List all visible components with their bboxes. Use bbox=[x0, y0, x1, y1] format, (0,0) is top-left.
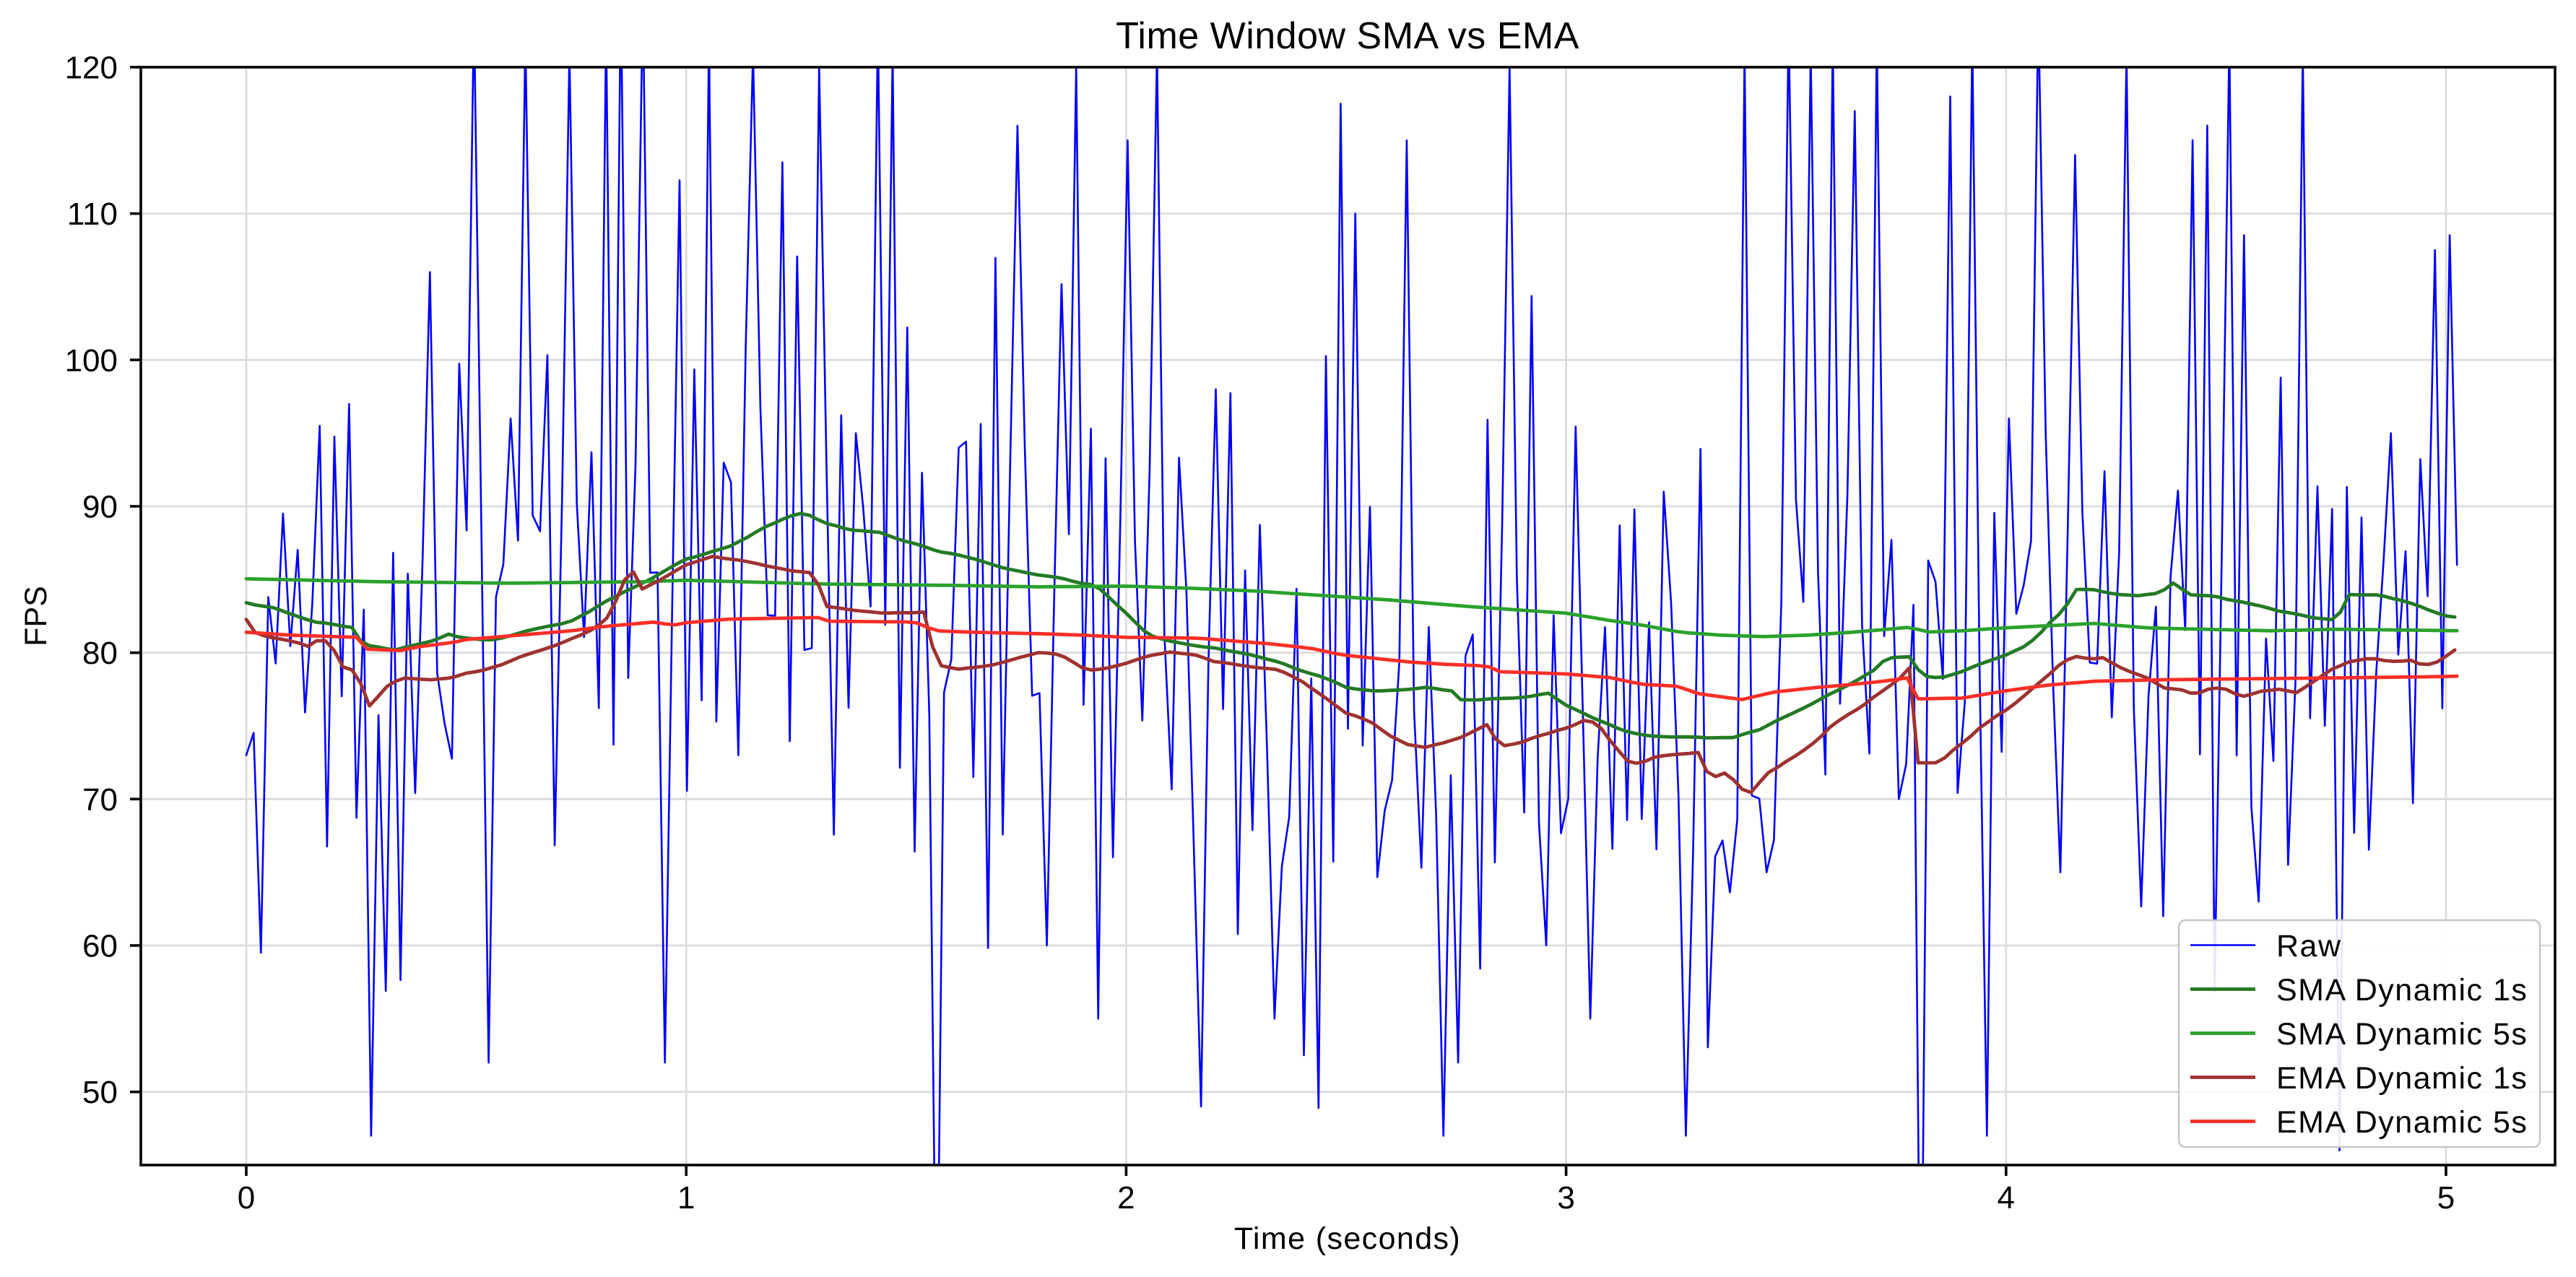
svg-text:50: 50 bbox=[82, 1075, 118, 1110]
svg-text:FPS: FPS bbox=[19, 586, 53, 646]
svg-text:SMA Dynamic 5s: SMA Dynamic 5s bbox=[2276, 1017, 2528, 1052]
svg-text:0: 0 bbox=[238, 1180, 255, 1216]
svg-text:EMA Dynamic 5s: EMA Dynamic 5s bbox=[2276, 1105, 2528, 1140]
svg-text:EMA Dynamic 1s: EMA Dynamic 1s bbox=[2276, 1061, 2528, 1096]
svg-text:Raw: Raw bbox=[2276, 929, 2342, 964]
svg-text:110: 110 bbox=[67, 196, 118, 232]
svg-text:Time (seconds): Time (seconds) bbox=[1234, 1221, 1461, 1256]
svg-text:80: 80 bbox=[82, 636, 118, 671]
svg-text:120: 120 bbox=[65, 51, 118, 86]
svg-text:2: 2 bbox=[1117, 1180, 1135, 1216]
svg-text:60: 60 bbox=[82, 929, 118, 964]
svg-text:1: 1 bbox=[677, 1180, 695, 1216]
svg-text:3: 3 bbox=[1557, 1180, 1574, 1216]
svg-text:Time Window SMA vs EMA: Time Window SMA vs EMA bbox=[1116, 15, 1579, 57]
svg-text:90: 90 bbox=[82, 490, 118, 525]
svg-text:100: 100 bbox=[65, 343, 118, 378]
svg-text:4: 4 bbox=[1998, 1180, 2015, 1216]
svg-text:70: 70 bbox=[82, 782, 118, 818]
svg-text:SMA Dynamic 1s: SMA Dynamic 1s bbox=[2276, 973, 2528, 1008]
svg-text:5: 5 bbox=[2437, 1180, 2455, 1216]
